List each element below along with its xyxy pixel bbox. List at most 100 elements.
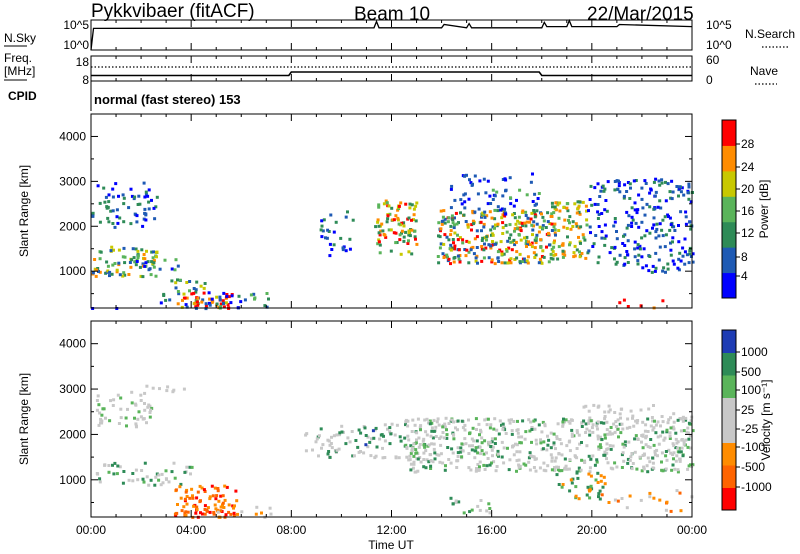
heatmap-cell — [665, 430, 669, 434]
heatmap-cell — [549, 256, 553, 260]
heatmap-cell — [457, 248, 461, 252]
heatmap-cell — [99, 421, 102, 425]
heatmap-cell — [500, 252, 504, 256]
heatmap-cell — [181, 298, 184, 302]
freq-left-tick-bottom: 8 — [82, 73, 89, 87]
heatmap-cell — [450, 214, 454, 218]
heatmap-cell — [98, 257, 102, 261]
heatmap-cell — [469, 248, 473, 252]
heatmap-cell — [141, 275, 145, 279]
heatmap-cell — [483, 468, 487, 471]
heatmap-cell — [382, 434, 385, 438]
heatmap-cell — [463, 192, 467, 196]
heatmap-cell — [443, 425, 447, 429]
heatmap-cell — [377, 240, 381, 244]
heatmap-cell — [613, 498, 617, 502]
heatmap-cell — [107, 200, 111, 204]
heatmap-cell — [650, 416, 654, 419]
heatmap-cell — [390, 206, 394, 210]
heatmap-cell — [117, 194, 120, 198]
heatmap-cell — [504, 189, 507, 193]
heatmap-cell — [162, 294, 166, 297]
heatmap-cell — [100, 413, 104, 417]
heatmap-cell — [456, 233, 459, 237]
heatmap-cell — [122, 196, 126, 200]
heatmap-cell — [431, 436, 435, 440]
heatmap-cell — [554, 456, 558, 460]
heatmap-cell — [606, 461, 610, 465]
heatmap-cell — [152, 265, 156, 269]
heatmap-cell — [555, 437, 559, 441]
heatmap-cell — [639, 304, 643, 308]
heatmap-cell — [500, 216, 504, 220]
heatmap-cell — [339, 236, 343, 240]
heatmap-cell — [451, 238, 455, 241]
heatmap-cell — [138, 202, 142, 206]
heatmap-cell — [502, 446, 506, 450]
heatmap-cell — [487, 502, 491, 506]
heatmap-cell — [208, 303, 212, 307]
heatmap-cell — [571, 220, 575, 224]
heatmap-cell — [551, 205, 554, 209]
heatmap-cell — [595, 460, 599, 464]
heatmap-cell — [549, 252, 553, 256]
heatmap-cell — [671, 425, 675, 429]
heatmap-cell — [444, 464, 447, 468]
heatmap-cell — [400, 229, 404, 233]
heatmap-cell — [165, 477, 168, 481]
heatmap-cell — [669, 451, 673, 455]
heatmap-cell — [214, 507, 218, 511]
station-title: Pykkvibaer (fitACF) — [91, 1, 255, 22]
heatmap-cell — [198, 484, 202, 488]
heatmap-cell — [441, 215, 445, 219]
heatmap-cell — [176, 264, 180, 268]
heatmap-cell — [542, 440, 546, 444]
heatmap-cell — [663, 215, 667, 219]
heatmap-cell — [561, 242, 565, 246]
heatmap-cell — [638, 455, 642, 459]
heatmap-cell — [174, 286, 178, 290]
heatmap-cell — [552, 211, 556, 215]
heatmap-cell — [260, 511, 263, 515]
heatmap-cell — [447, 238, 451, 242]
heatmap-cell — [534, 469, 538, 473]
heatmap-cell — [379, 433, 383, 437]
heatmap-cell — [442, 256, 446, 259]
heatmap-cell — [527, 418, 531, 422]
heatmap-cell — [659, 206, 663, 210]
heatmap-cell — [561, 424, 565, 428]
heatmap-cell — [129, 265, 133, 269]
heatmap-cell — [164, 298, 168, 302]
heatmap-cell — [335, 448, 339, 452]
heatmap-cell — [406, 434, 410, 438]
heatmap-cell — [330, 446, 334, 450]
velocity-colorbar-frame — [721, 329, 737, 511]
heatmap-cell — [493, 262, 497, 266]
heatmap-cell — [109, 209, 113, 213]
heatmap-cell — [489, 202, 493, 205]
heatmap-cell — [415, 242, 419, 246]
heatmap-cell — [467, 197, 471, 201]
heatmap-cell — [490, 216, 494, 220]
heatmap-cell — [505, 249, 509, 253]
heatmap-cell — [185, 296, 189, 300]
heatmap-cell — [664, 199, 668, 203]
heatmap-cell — [530, 440, 533, 444]
heatmap-cell — [139, 393, 143, 397]
heatmap-cell — [496, 250, 500, 254]
heatmap-cell — [557, 216, 561, 220]
heatmap-cell — [417, 445, 421, 449]
heatmap-cell — [136, 478, 140, 482]
heatmap-cell — [225, 485, 229, 489]
heatmap-cell — [545, 448, 549, 452]
velocity-ytick-label: 4000 — [59, 337, 86, 351]
heatmap-cell — [689, 463, 692, 467]
heatmap-cell — [553, 207, 557, 211]
heatmap-cell — [467, 240, 471, 244]
heatmap-cell — [432, 429, 436, 433]
heatmap-cell — [514, 240, 518, 244]
heatmap-cell — [620, 453, 624, 457]
power-ytick-label: 2000 — [59, 219, 86, 233]
heatmap-cell — [527, 460, 531, 464]
heatmap-cell — [574, 222, 578, 226]
